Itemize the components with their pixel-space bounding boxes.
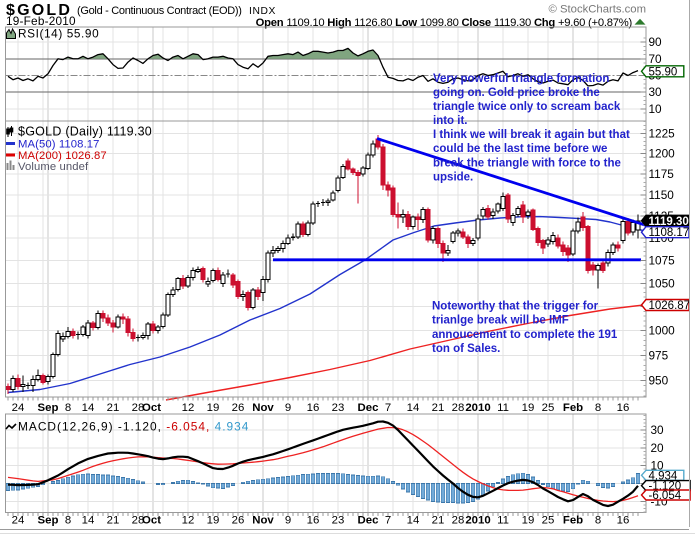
svg-text:9: 9	[285, 515, 291, 527]
svg-text:MA(200) 1026.87: MA(200) 1026.87	[18, 150, 107, 162]
svg-text:14: 14	[407, 515, 420, 527]
svg-text:25: 25	[542, 402, 555, 414]
svg-text:28: 28	[132, 402, 145, 414]
svg-text:26: 26	[232, 402, 245, 414]
svg-text:24: 24	[12, 402, 25, 414]
svg-text:Nov: Nov	[252, 515, 274, 527]
svg-text:1050: 1050	[649, 276, 676, 290]
svg-text:into it.: into it.	[433, 115, 468, 127]
svg-text:12: 12	[182, 515, 195, 527]
svg-text:21: 21	[107, 515, 120, 527]
svg-text:10: 10	[649, 102, 663, 116]
svg-text:26: 26	[232, 515, 245, 527]
svg-text:MACD(12,26,9) -1.120, -6.054,: MACD(12,26,9) -1.120, -6.054, 4.934	[18, 420, 249, 434]
svg-text:14: 14	[82, 515, 95, 527]
svg-text:12: 12	[182, 402, 195, 414]
svg-text:21: 21	[432, 515, 445, 527]
svg-text:21: 21	[107, 402, 120, 414]
svg-text:28: 28	[452, 515, 465, 527]
svg-text:19-Feb-2010: 19-Feb-2010	[6, 14, 76, 28]
svg-text:2010: 2010	[465, 402, 490, 414]
svg-text:1175: 1175	[649, 167, 675, 181]
svg-text:23: 23	[332, 515, 345, 527]
svg-text:Oct: Oct	[142, 515, 161, 527]
svg-text:Dec: Dec	[358, 515, 379, 527]
svg-text:11: 11	[497, 515, 509, 527]
svg-text:14: 14	[82, 402, 95, 414]
svg-text:28: 28	[452, 402, 465, 414]
svg-text:Sep: Sep	[38, 402, 59, 414]
svg-text:21: 21	[432, 402, 445, 414]
svg-text:23: 23	[332, 402, 345, 414]
svg-text:1119.30: 1119.30	[649, 216, 689, 228]
svg-text:950: 950	[649, 374, 669, 388]
svg-text:could be the last time before: could be the last time before we	[433, 143, 607, 155]
svg-text:2010: 2010	[465, 515, 490, 527]
svg-text:Feb: Feb	[563, 515, 583, 527]
svg-text:8: 8	[65, 402, 71, 414]
svg-text:going on. Gold price broke the: going on. Gold price broke the	[433, 87, 600, 99]
svg-text:Oct: Oct	[142, 402, 161, 414]
svg-text:1150: 1150	[649, 188, 675, 202]
svg-text:© StockCharts.com: © StockCharts.com	[549, 4, 646, 16]
svg-text:19: 19	[207, 402, 220, 414]
svg-text:1000: 1000	[649, 324, 676, 338]
svg-text:975: 975	[649, 348, 669, 362]
svg-text:8: 8	[65, 515, 71, 527]
svg-text:16: 16	[617, 515, 630, 527]
svg-text:triangle twice only to scream: triangle twice only to scream back	[433, 101, 621, 113]
svg-text:14: 14	[407, 402, 420, 414]
svg-text:7: 7	[385, 515, 391, 527]
svg-text:Dec: Dec	[358, 402, 379, 414]
svg-text:I think we will break it again: I think we will break it again but that	[433, 129, 630, 141]
svg-text:1075: 1075	[649, 253, 676, 267]
svg-text:(Gold - Continuous Contract (E: (Gold - Continuous Contract (EOD))	[77, 5, 242, 17]
svg-text:-6.054: -6.054	[649, 490, 682, 502]
svg-text:annoucement to complete the 19: annoucement to complete the 191	[432, 329, 618, 341]
svg-text:INDX: INDX	[249, 6, 276, 17]
svg-text:break the triangle with force: break the triangle with force to the	[433, 157, 621, 169]
svg-text:16: 16	[307, 515, 320, 527]
svg-text:Feb: Feb	[563, 402, 583, 414]
svg-text:1225: 1225	[649, 127, 676, 141]
svg-text:8: 8	[595, 402, 601, 414]
svg-text:1108.17: 1108.17	[649, 227, 690, 239]
svg-text:1026.87: 1026.87	[649, 300, 691, 312]
svg-text:$GOLD: $GOLD	[6, 2, 72, 19]
svg-text:55.90: 55.90	[649, 66, 678, 78]
svg-text:MA(50) 1108.17: MA(50) 1108.17	[18, 139, 100, 151]
svg-text:30: 30	[651, 423, 665, 437]
svg-text:$GOLD (Daily) 1119.30: $GOLD (Daily) 1119.30	[18, 125, 152, 139]
svg-text:28: 28	[132, 515, 145, 527]
svg-text:70: 70	[649, 52, 663, 66]
svg-text:9: 9	[285, 402, 291, 414]
svg-text:24: 24	[12, 515, 25, 527]
svg-text:4.934: 4.934	[649, 470, 678, 482]
svg-text:90: 90	[649, 35, 663, 49]
svg-text:30: 30	[649, 85, 663, 99]
svg-text:10: 10	[651, 459, 665, 473]
svg-text:trianlge break will be IMF: trianlge break will be IMF	[432, 315, 569, 327]
svg-text:Open 1109.10 High 1126.80 Low: Open 1109.10 High 1126.80 Low 1099.80 Cl…	[256, 17, 633, 29]
svg-text:16: 16	[617, 402, 630, 414]
svg-text:25: 25	[542, 515, 555, 527]
svg-text:16: 16	[307, 402, 320, 414]
svg-text:Volume undef: Volume undef	[18, 161, 89, 173]
svg-text:11: 11	[497, 402, 509, 414]
svg-text:RSI(14) 55.90: RSI(14) 55.90	[18, 27, 99, 41]
svg-text:1200: 1200	[649, 147, 676, 161]
svg-text:ton of Sales.: ton of Sales.	[432, 343, 500, 355]
svg-text:19: 19	[522, 402, 535, 414]
svg-text:Nov: Nov	[252, 402, 274, 414]
svg-text:Sep: Sep	[38, 515, 59, 527]
svg-text:8: 8	[595, 515, 601, 527]
svg-text:19: 19	[207, 515, 220, 527]
svg-text:7: 7	[385, 402, 391, 414]
svg-text:Very powerful triangle formati: Very powerful triangle formation	[433, 73, 609, 85]
svg-text:upside.: upside.	[433, 171, 473, 183]
svg-text:20: 20	[651, 441, 665, 455]
svg-text:19: 19	[522, 515, 535, 527]
svg-text:Noteworthy that the trigger fo: Noteworthy that the trigger for	[432, 301, 599, 313]
